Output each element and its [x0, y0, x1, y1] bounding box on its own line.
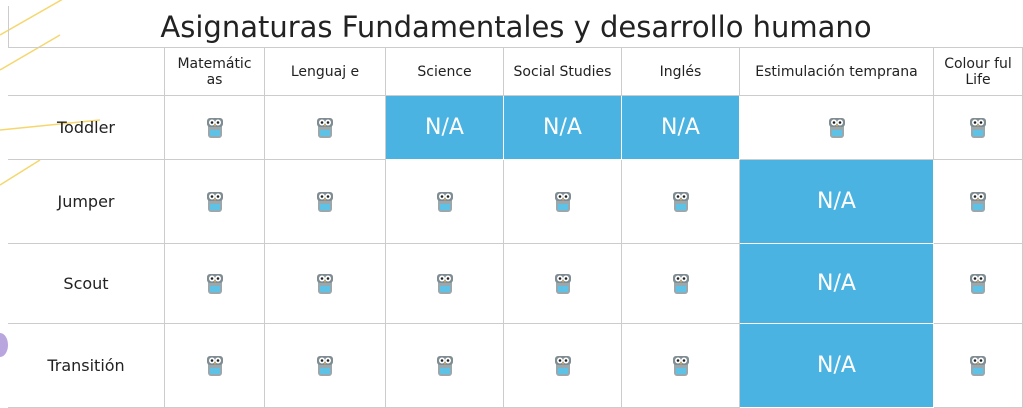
row-label: Transitión: [8, 324, 165, 408]
na-cell: N/A: [740, 324, 934, 408]
decoration: [0, 0, 101, 357]
owl-cell: [165, 324, 265, 408]
owl-icon: [317, 273, 333, 294]
owl-icon: [672, 273, 689, 294]
column-header: Inglés: [622, 48, 740, 96]
title: Asignaturas Fundamentales y desarrollo h…: [8, 6, 1023, 48]
na-cell: N/A: [740, 244, 934, 324]
owl-icon: [970, 273, 986, 294]
na-cell: N/A: [386, 96, 504, 160]
owl-cell: [265, 324, 386, 408]
owl-cell: [265, 160, 386, 244]
column-header: Social Studies: [504, 48, 622, 96]
owl-cell: [504, 324, 622, 408]
owl-icon: [436, 273, 453, 294]
owl-icon: [672, 191, 689, 212]
owl-cell: [165, 96, 265, 160]
owl-cell: [386, 160, 504, 244]
owl-icon: [554, 191, 571, 212]
column-header: Matemátic as: [165, 48, 265, 96]
row-label: Scout: [8, 244, 165, 324]
header-cell: [8, 48, 165, 96]
column-header: Colour ful Life: [934, 48, 1023, 96]
owl-cell: [165, 244, 265, 324]
owl-cell: [934, 324, 1023, 408]
owl-cell: [265, 244, 386, 324]
owl-cell: [165, 160, 265, 244]
owl-icon: [206, 117, 223, 138]
owl-icon: [970, 191, 986, 212]
owl-cell: [622, 324, 740, 408]
owl-icon: [554, 273, 571, 294]
owl-icon: [317, 117, 333, 138]
owl-cell: [504, 160, 622, 244]
owl-cell: [934, 160, 1023, 244]
owl-cell: [386, 244, 504, 324]
owl-icon: [317, 191, 333, 212]
owl-icon: [436, 355, 453, 376]
owl-cell: [934, 96, 1023, 160]
column-header: Estimulación temprana: [740, 48, 934, 96]
na-cell: N/A: [622, 96, 740, 160]
row-label: Jumper: [8, 160, 165, 244]
na-cell: N/A: [740, 160, 934, 244]
owl-icon: [828, 117, 845, 138]
owl-icon: [317, 355, 333, 376]
na-cell: N/A: [504, 96, 622, 160]
column-header: Lenguaj e: [265, 48, 386, 96]
owl-icon: [672, 355, 689, 376]
owl-icon: [206, 273, 223, 294]
owl-icon: [970, 355, 986, 376]
owl-cell: [386, 324, 504, 408]
owl-cell: [622, 160, 740, 244]
owl-icon: [554, 355, 571, 376]
owl-icon: [206, 355, 223, 376]
column-header: Science: [386, 48, 504, 96]
owl-icon: [206, 191, 223, 212]
owl-icon: [970, 117, 986, 138]
owl-cell: [265, 96, 386, 160]
row-label: Toddler: [8, 96, 165, 160]
owl-cell: [622, 244, 740, 324]
owl-cell: [504, 244, 622, 324]
owl-cell: [934, 244, 1023, 324]
owl-icon: [436, 191, 453, 212]
owl-cell: [740, 96, 934, 160]
